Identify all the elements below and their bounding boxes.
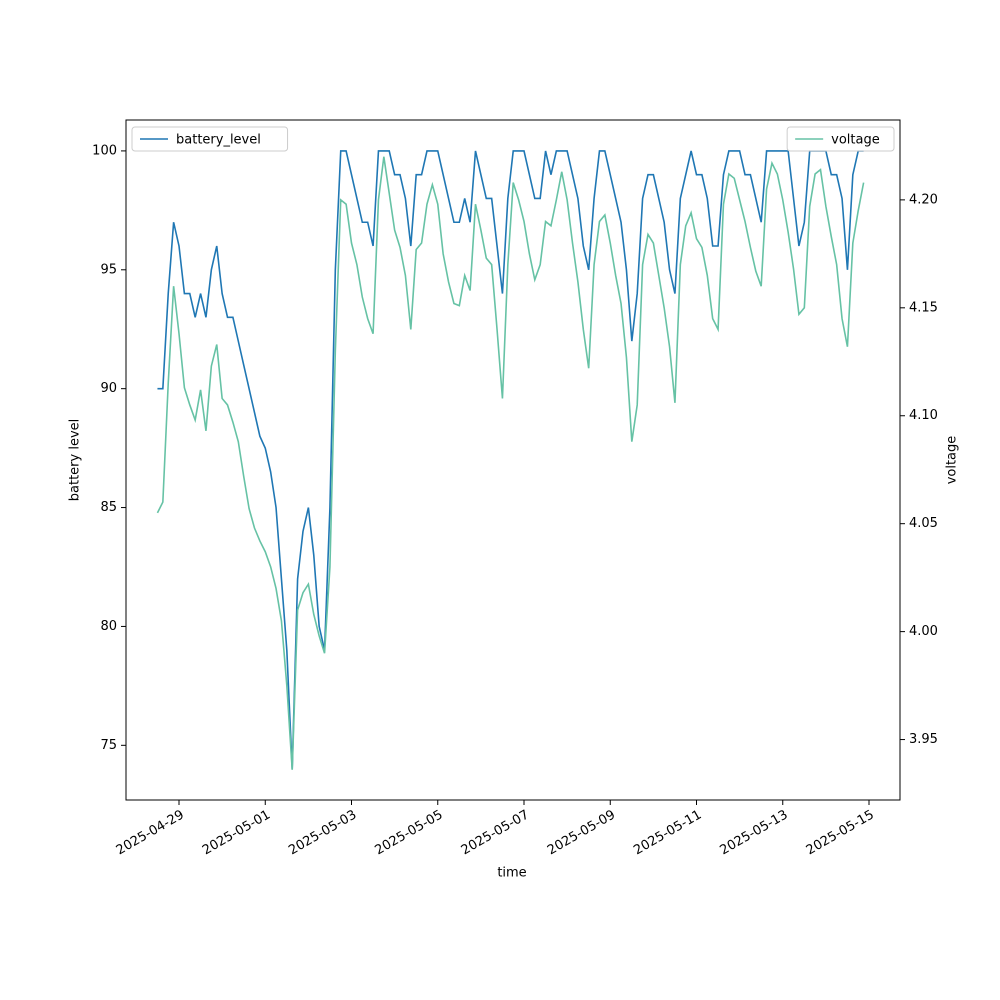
- x-tick-label: 2025-05-03: [286, 808, 359, 859]
- y2ticks-tick-label: 4.10: [909, 408, 938, 423]
- y2ticks-tick-label: 4.00: [909, 624, 938, 639]
- yticks-tick-label: 90: [100, 381, 117, 396]
- x-axis-label: time: [497, 866, 526, 881]
- yticks-tick-label: 80: [100, 619, 117, 634]
- legend-label: battery_level: [176, 133, 261, 148]
- yticks-tick-label: 95: [100, 262, 117, 277]
- y2ticks-tick-label: 4.05: [909, 516, 938, 531]
- yticks-tick-label: 100: [92, 143, 117, 158]
- x-tick-label: 2025-05-01: [200, 808, 273, 859]
- y2ticks-tick-label: 3.95: [909, 732, 938, 747]
- x-tick-label: 2025-05-09: [545, 808, 618, 859]
- y-axis-label: battery level: [68, 419, 83, 502]
- series-line: [157, 150, 864, 770]
- x-tick-label: 2025-05-07: [459, 808, 532, 859]
- y2ticks-tick-label: 4.15: [909, 300, 938, 315]
- y2-axis-label: voltage: [945, 436, 960, 485]
- legend-box: [786, 126, 895, 152]
- plot-frame: [125, 119, 901, 801]
- legend-box: [131, 126, 289, 152]
- x-tick-label: 2025-05-05: [373, 808, 446, 859]
- x-tick-label: 2025-05-13: [718, 808, 791, 859]
- y2ticks-tick-label: 4.20: [909, 192, 938, 207]
- series-line: [156, 156, 865, 770]
- x-tick-label: 2025-04-29: [114, 808, 187, 859]
- yticks-tick-label: 85: [100, 500, 117, 515]
- legend-label: voltage: [831, 133, 880, 148]
- x-tick-label: 2025-05-15: [804, 808, 877, 859]
- x-tick-label: 2025-05-11: [631, 808, 704, 859]
- yticks-tick-label: 75: [100, 738, 117, 753]
